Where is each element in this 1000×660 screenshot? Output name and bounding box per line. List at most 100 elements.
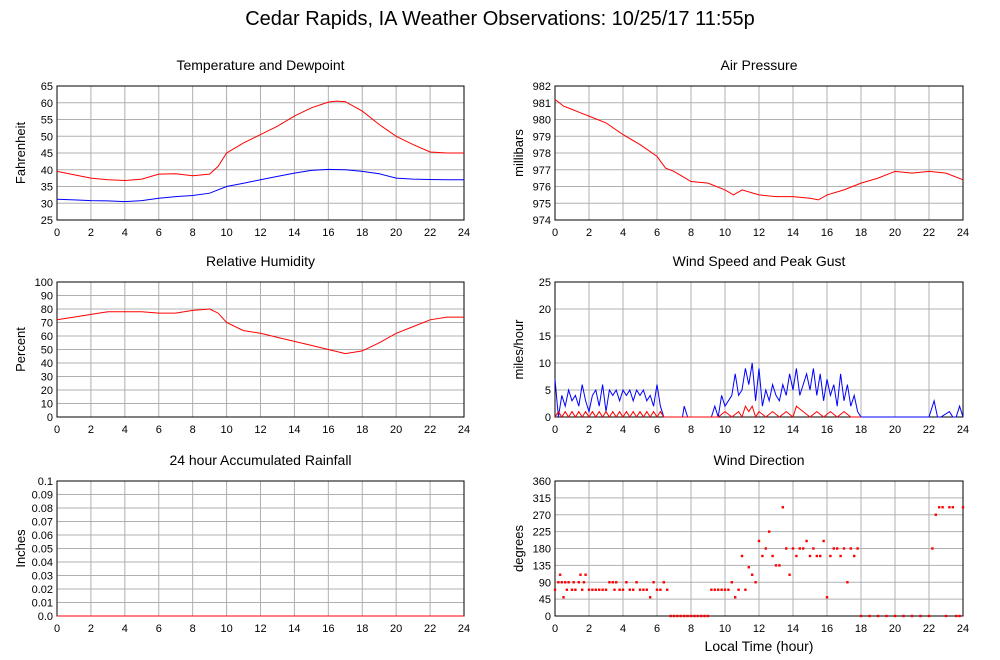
y-tick-label: 975 [533, 198, 551, 210]
x-tick-label: 2 [88, 623, 94, 635]
data-point [557, 581, 560, 584]
data-point [579, 573, 582, 576]
data-point [791, 547, 795, 550]
y-tick-label: 980 [533, 115, 551, 127]
data-point [781, 506, 784, 509]
x-tick-label: 8 [190, 424, 196, 436]
series-line-1 [554, 405, 861, 419]
x-tick-label: 22 [923, 227, 935, 239]
data-point [812, 547, 815, 550]
x-tick-label: 18 [855, 623, 867, 635]
y-tick-label: 45 [41, 148, 53, 160]
x-tick-label: 18 [356, 227, 368, 239]
x-tick-label: 20 [889, 227, 901, 239]
y-tick-label: 978 [533, 148, 551, 160]
y-tick-label: 5 [545, 385, 551, 397]
y-tick-label: 40 [41, 165, 53, 177]
data-point [717, 588, 720, 591]
data-point [564, 581, 567, 584]
x-tick-label: 8 [190, 623, 196, 635]
x-tick-label: 10 [719, 227, 731, 239]
data-point [611, 581, 614, 584]
x-tick-label: 10 [719, 424, 731, 436]
y-tick-label: 979 [533, 131, 551, 143]
x-tick-label: 0 [552, 424, 558, 436]
data-point [774, 564, 778, 567]
x-tick-label: 4 [620, 424, 626, 436]
x-tick-label: 0 [552, 227, 558, 239]
data-point [625, 581, 628, 584]
data-point [747, 566, 750, 569]
y-tick-label: 981 [533, 98, 551, 110]
y-axis-label: millibars [511, 129, 526, 177]
y-tick-label: 20 [41, 385, 53, 397]
y-tick-label: 976 [533, 182, 551, 194]
data-point [757, 539, 761, 543]
x-tick-label: 6 [156, 227, 162, 239]
data-point [649, 596, 652, 599]
data-point [910, 614, 914, 618]
data-point [730, 581, 733, 584]
data-point [734, 596, 737, 599]
y-tick-label: 30 [41, 372, 53, 384]
data-point [808, 554, 812, 558]
x-tick-label: 2 [586, 227, 592, 239]
data-point [805, 539, 808, 543]
chart-title: Wind Speed and Peak Gust [673, 253, 846, 269]
data-point [574, 588, 577, 591]
x-tick-label: 18 [855, 227, 867, 239]
x-tick-label: 24 [458, 424, 470, 436]
data-point [951, 506, 954, 509]
x-tick-label: 0 [54, 623, 60, 635]
y-tick-label: 180 [533, 544, 551, 556]
y-tick-label: 50 [41, 131, 53, 143]
x-tick-label: 24 [957, 424, 969, 436]
y-tick-label: 25 [539, 277, 551, 289]
y-tick-label: 40 [41, 358, 53, 370]
data-point [893, 614, 897, 618]
y-tick-label: 10 [539, 358, 551, 370]
data-point [859, 614, 863, 618]
x-tick-label: 24 [458, 623, 470, 635]
y-tick-label: 65 [41, 81, 53, 93]
data-point [652, 581, 655, 584]
x-tick-label: 0 [54, 424, 60, 436]
data-point [744, 588, 747, 591]
y-tick-label: 0.02 [32, 584, 53, 596]
data-point [842, 547, 846, 550]
data-point [686, 614, 689, 618]
x-tick-label: 18 [356, 623, 368, 635]
x-tick-label: 0 [54, 227, 60, 239]
y-axis-label: degrees [511, 525, 526, 572]
x-tick-label: 12 [753, 424, 765, 436]
x-tick-label: 20 [390, 623, 402, 635]
series-line-0 [56, 308, 464, 355]
data-point [902, 614, 905, 618]
data-point [642, 588, 645, 591]
data-point [632, 588, 635, 591]
data-point [613, 588, 616, 591]
y-tick-label: 90 [539, 577, 551, 589]
x-tick-label: 22 [424, 623, 436, 635]
y-tick-label: 80 [41, 304, 53, 316]
x-tick-label: 6 [654, 424, 660, 436]
x-tick-label: 2 [586, 623, 592, 635]
y-axis-label: Fahrenheit [13, 122, 28, 185]
data-point [570, 588, 574, 591]
y-tick-label: 0.05 [32, 544, 53, 556]
x-tick-label: 12 [753, 227, 765, 239]
x-tick-label: 14 [288, 227, 300, 239]
data-point [635, 581, 638, 584]
x-tick-label: 16 [322, 227, 334, 239]
x-tick-label: 16 [322, 424, 334, 436]
data-point [919, 614, 922, 618]
y-tick-label: 35 [41, 182, 53, 194]
plot-frame [554, 480, 964, 617]
data-point [868, 614, 871, 618]
data-point [582, 581, 586, 584]
x-tick-label: 18 [855, 424, 867, 436]
data-point [839, 554, 842, 558]
data-point [565, 588, 569, 591]
x-tick-label: 4 [122, 227, 128, 239]
